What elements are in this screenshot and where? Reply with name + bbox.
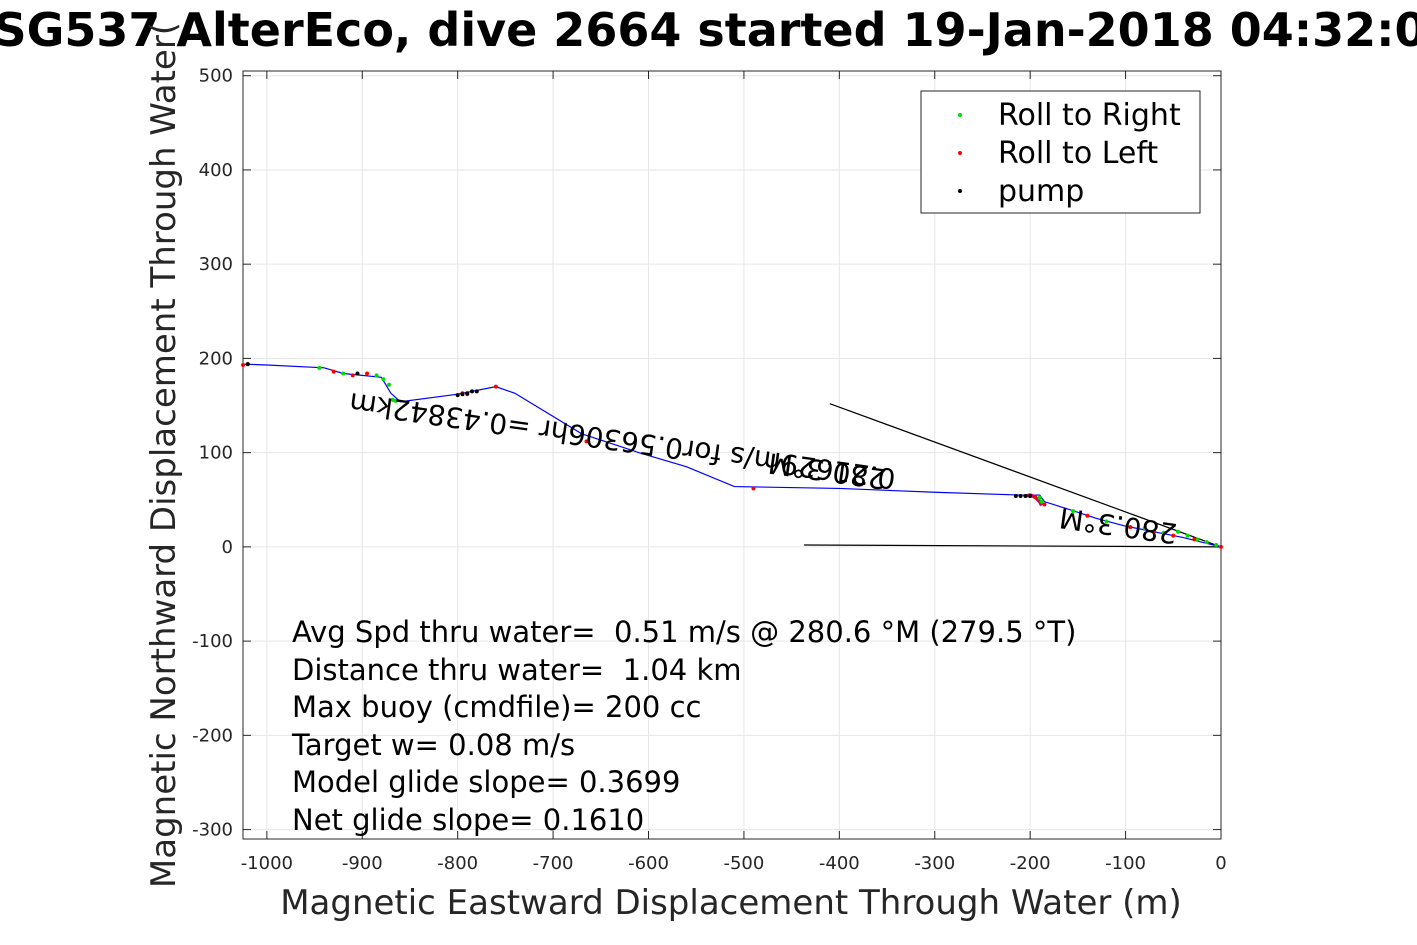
roll-right-point — [1176, 529, 1181, 534]
stat-net-glide-slope: Net glide slope= 0.1610 — [292, 803, 644, 837]
roll-left-point — [1219, 544, 1223, 549]
chart-title: SG537 AlterEco, dive 2664 started 19-Jan… — [0, 3, 1417, 57]
roll-left-point — [350, 373, 355, 378]
roll-right-point — [1204, 540, 1209, 545]
stat-max-buoy: Max buoy (cmdfile)= 200 cc — [292, 690, 701, 724]
stat-avg-speed: Avg Spd thru water= 0.51 m/s @ 280.6 °M … — [292, 615, 1076, 649]
roll-right-point — [386, 382, 391, 387]
roll-left-point — [1085, 513, 1090, 518]
pump-point — [460, 392, 465, 397]
y-tick-label: 0 — [222, 537, 233, 558]
roll-right-point — [374, 373, 379, 378]
pump-point — [1023, 493, 1028, 498]
x-tick-label: -600 — [628, 853, 669, 874]
roll-left-point — [331, 369, 336, 374]
stats-block: Avg Spd thru water= 0.51 m/s @ 280.6 °M … — [291, 615, 1076, 837]
x-tick-label: -1000 — [241, 853, 293, 874]
y-tick-label: -200 — [192, 725, 233, 746]
y-tick-label: 400 — [199, 160, 233, 181]
stat-model-glide-slope: Model glide slope= 0.3699 — [292, 765, 680, 799]
plot-area-frame — [242, 70, 1222, 840]
roll-left-point — [584, 439, 589, 444]
pump-point — [465, 391, 470, 396]
x-tick-label: -500 — [723, 853, 764, 874]
legend-label-pump: pump — [998, 174, 1084, 209]
segment-annotations: 280.3°M0.21629m/s for0.56306hr =0.43842k… — [347, 386, 1179, 550]
ticks: -1000 -900 -800 -700 -600 -500 -400 -300 -200 -10… — [192, 66, 1227, 874]
stat-target-w: Target w= 0.08 m/s — [291, 728, 575, 762]
roll-left-point — [1042, 502, 1047, 507]
x-tick-label: -400 — [819, 853, 860, 874]
roll-right-point — [1037, 495, 1042, 500]
pump-point — [455, 393, 460, 398]
pump-point — [245, 362, 250, 367]
roll-left-point — [1152, 529, 1157, 534]
y-tick-label: -100 — [192, 631, 233, 652]
legend-box — [920, 90, 1201, 214]
roll-right-point — [1214, 542, 1219, 547]
legend-marker-pump — [958, 189, 962, 193]
heading-line-1 — [804, 544, 1222, 548]
roll-right-point — [1071, 509, 1076, 514]
segment-annotation: 280.3°M — [1057, 501, 1179, 550]
y-tick-label: 100 — [199, 443, 233, 464]
data-series — [241, 362, 1223, 549]
pump-point — [1018, 493, 1023, 498]
pump-point — [1028, 493, 1033, 498]
x-tick-label: -300 — [914, 853, 955, 874]
pump-point — [1013, 493, 1018, 498]
roll-right-point — [317, 365, 322, 370]
y-tick-label: 300 — [199, 254, 233, 275]
roll-left-point — [751, 486, 756, 491]
roll-right-point — [1185, 533, 1190, 538]
y-axis-label: Magnetic Northward Displacement Through … — [144, 22, 184, 888]
y-tick-label: -300 — [192, 820, 233, 841]
x-axis-label: Magnetic Eastward Displacement Through W… — [280, 883, 1182, 923]
roll-right-point — [381, 377, 386, 382]
legend-label-roll-right: Roll to Right — [998, 98, 1181, 133]
y-tick-label: 200 — [199, 348, 233, 369]
legend-marker-roll-right — [958, 113, 962, 117]
pump-point — [355, 371, 360, 376]
roll-right-point — [390, 397, 395, 402]
roll-right-point — [1161, 530, 1166, 535]
x-tick-label: 0 — [1215, 853, 1226, 874]
roll-right-point — [1104, 519, 1109, 524]
pump-point — [469, 389, 474, 394]
roll-left-point — [1128, 525, 1133, 530]
roll-left-point — [1171, 533, 1176, 538]
stat-distance: Distance thru water= 1.04 km — [292, 653, 742, 687]
y-tick-label: 500 — [199, 66, 233, 87]
roll-right-point — [1142, 526, 1147, 531]
heading-line-0 — [829, 403, 1222, 548]
roll-right-point — [1039, 499, 1044, 504]
roll-left-point — [365, 371, 370, 376]
pump-point — [474, 389, 479, 394]
x-tick-label: -700 — [533, 853, 574, 874]
roll-left-point — [1032, 494, 1037, 499]
roll-left-point — [241, 363, 245, 368]
x-tick-label: -200 — [1010, 853, 1051, 874]
legend: Roll to Right Roll to Left pump — [920, 90, 1201, 214]
legend-marker-roll-left — [958, 151, 962, 155]
roll-right-point — [341, 371, 346, 376]
x-tick-label: -800 — [437, 853, 478, 874]
roll-left-point — [493, 384, 498, 389]
x-tick-label: -900 — [342, 853, 383, 874]
x-tick-label: -100 — [1105, 853, 1146, 874]
track-line — [242, 363, 1222, 548]
roll-left-point — [1192, 537, 1197, 542]
legend-label-roll-left: Roll to Left — [998, 136, 1158, 171]
roll-right-point — [1195, 537, 1200, 542]
